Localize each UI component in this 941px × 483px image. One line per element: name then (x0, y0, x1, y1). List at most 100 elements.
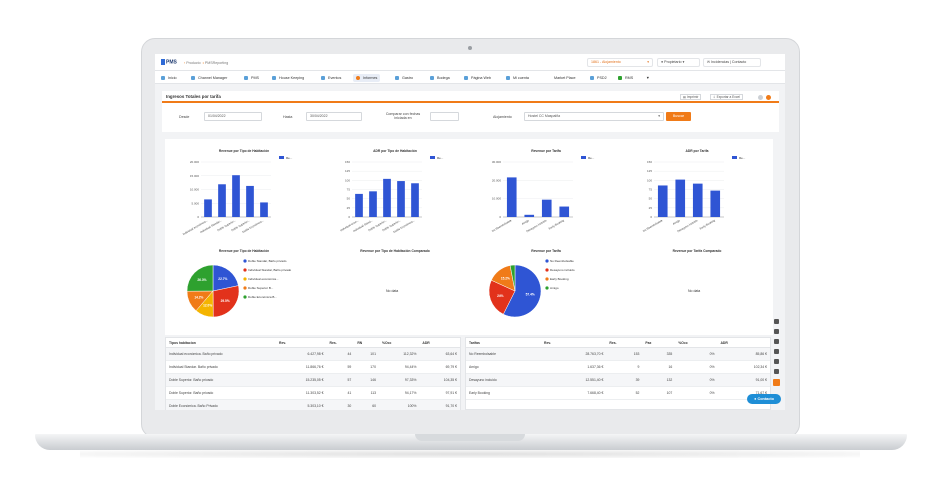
table-cell: 9 (606, 360, 643, 374)
col-header[interactable]: ADR (419, 338, 460, 348)
table-cell: 28.763,70 € (541, 347, 607, 361)
contact-button[interactable]: ● Contacto (747, 394, 781, 404)
settings-icon[interactable] (766, 95, 771, 100)
nav-item-gastro[interactable]: Gastro (395, 74, 413, 82)
col-header[interactable]: Rev. (276, 338, 327, 348)
y-tick-label: 0 (499, 215, 501, 219)
bar (710, 190, 721, 217)
table-row[interactable]: Amigo 1.637,36 €9 16 0% 102,34 € (466, 360, 770, 374)
nav-item-pms[interactable]: PMS (244, 74, 259, 82)
table-cell: 107 (642, 386, 676, 400)
table-row[interactable]: Doble Económica. Baño Privado 5.303,10 €3… (166, 399, 460, 410)
table-cell: Doble Superior. Baño privado (166, 386, 276, 400)
pie-chart-svg: 57.4% 24% 15.2% No Reembolsable Desayuno inc… (488, 259, 575, 318)
legend-dot (545, 259, 549, 263)
print-button[interactable]: ▤ Imprimir (680, 94, 702, 100)
col-header[interactable]: Pax (642, 338, 676, 348)
chevron-down-icon: ▾ (682, 60, 685, 64)
help-icon[interactable] (758, 95, 763, 100)
bed-icon[interactable] (774, 339, 779, 344)
bar (559, 206, 570, 217)
col-header[interactable]: RN (354, 338, 379, 348)
nav-item-rms[interactable]: RMS (618, 74, 633, 82)
nav-item-house-keeping[interactable]: House Keeping (272, 74, 304, 82)
col-header[interactable]: Tipos habitacion (166, 338, 276, 348)
table-cell: Individual Standar. Baño privado (166, 360, 276, 374)
nav-item-bodega[interactable]: Bodega (430, 74, 450, 82)
nav-item-channel-manager[interactable]: Channel Manager (191, 74, 227, 82)
from-date-input[interactable]: 01/04/2022 (204, 112, 262, 121)
nav-item-mi-cuenta[interactable]: Mi cuenta (506, 74, 529, 82)
nav-item-eventos[interactable]: Eventos (321, 74, 341, 82)
calendar-icon[interactable] (774, 369, 779, 374)
pie-slice (186, 264, 214, 292)
lodging-select[interactable]: Hostel CC Maspalña ▾ (524, 112, 664, 121)
col-header[interactable]: %Occ (675, 338, 718, 348)
compare-label: Comparar con fechas iniciada en (379, 112, 427, 120)
table-row[interactable]: Doble Superior. Baño privado 11.303,52 €4… (166, 386, 460, 400)
table-cell: 30 (326, 399, 355, 410)
pie-revenue-room-type: Revenue por Tipo de Habitación 22.7% 29.5… (179, 249, 309, 329)
legend-swatch (279, 156, 284, 159)
col-header[interactable]: Res. (606, 338, 643, 348)
house-icon[interactable] (774, 349, 779, 354)
bar (524, 214, 535, 217)
nav-item-pagina-web[interactable]: Página Web (464, 74, 491, 82)
col-header[interactable]: Rev. (541, 338, 607, 348)
breadcrumb-product[interactable]: Producto (186, 61, 201, 65)
list-icon[interactable] (774, 359, 779, 364)
table-row[interactable]: Individual económica. Baño privado 6.427,… (166, 347, 460, 361)
chart-title: Revenue por Tarifa (531, 149, 561, 153)
page-title: Ingresos Totales por tarifa (166, 94, 221, 99)
user-menu[interactable]: ● Propietario ▾ (657, 58, 700, 67)
hotel-selector[interactable]: 1861 - Alojamiento ▾ (587, 58, 653, 67)
key-icon[interactable] (774, 329, 779, 334)
export-label: Exportar a Excel (716, 95, 740, 99)
from-label: Desde (179, 115, 190, 119)
orange-square-icon[interactable] (773, 379, 780, 386)
to-date-input[interactable]: 30/04/2022 (306, 112, 362, 121)
compare-label-line2: iniciada en (394, 116, 412, 120)
table-cell: Amigo (466, 360, 541, 374)
charts-panel: Revenue por Tipo de Habitación Re... 0 5.0… (165, 139, 773, 335)
legend-dot (243, 286, 247, 290)
arrow-icon[interactable] (774, 319, 779, 324)
col-header[interactable]: %Occ (378, 338, 420, 348)
legend-dot (243, 259, 247, 263)
col-header[interactable]: ADR (717, 338, 770, 348)
table-row[interactable]: No Reembolsable 28.763,70 €153 335 0% 85,86 … (466, 347, 770, 361)
table-row[interactable]: Doble Superior. Baño privado 15.235,05 €5… (166, 373, 460, 387)
chart-title: ADR por Tarifa (685, 149, 709, 153)
table-cell: 335 (642, 347, 676, 361)
nav-item-market-place[interactable]: Market Place (554, 74, 576, 82)
nav-item-inicio[interactable]: Inicio (161, 74, 177, 82)
compare-date-input[interactable] (430, 112, 459, 121)
nav-item-psd2[interactable]: PSD2 (590, 74, 607, 82)
table-cell: 59 (326, 360, 355, 374)
bar (260, 202, 268, 217)
breadcrumb-report[interactable]: PMSReporting (204, 61, 229, 65)
search-button[interactable]: Buscar (666, 112, 691, 121)
col-header[interactable]: Res. (326, 338, 355, 348)
chart-revenue-rate: Revenue por Tarifa Re... 0 10.000 20.000 30.… (481, 149, 611, 249)
table-cell: No Reembolsable (466, 347, 541, 361)
export-excel-button[interactable]: ⇩ Exportar a Excel (710, 94, 743, 100)
legend-label: Individual Standar, Baño privado (248, 268, 292, 272)
logo-text: PMS (166, 59, 177, 66)
nav-item-label: Bodega (437, 76, 450, 80)
pie-revenue-rate: Revenue por Tarifa 57.4% 24% 15.2% No Reemb… (481, 249, 611, 329)
y-tick-label: 0 (348, 215, 350, 219)
filter-icon[interactable]: ▼ (646, 76, 650, 80)
app-logo[interactable]: PMS (161, 59, 177, 65)
nav-item-informes[interactable]: Informes (353, 74, 381, 82)
table-row[interactable]: Early Booking 7.668,40 €52 107 0% 71,67 € (466, 386, 770, 400)
table-row[interactable]: Desayuno incluido 12.551,40 €39 132 0% 91,00… (466, 373, 770, 387)
col-header[interactable]: Tarifas (466, 338, 541, 348)
bottle-icon (430, 76, 434, 81)
bar (355, 193, 363, 217)
nav-item-label: Gastro (402, 76, 414, 80)
pie-revenue-room-type-compared: Revenue por Tipo de Habitación Comparado… (330, 249, 460, 329)
incidents-contact-button[interactable]: ✉ Incidencias | Contacto (703, 58, 761, 67)
table-cell: 91,70 € (419, 399, 460, 410)
table-row[interactable]: Individual Standar. Baño privado 11.866,7… (166, 360, 460, 374)
